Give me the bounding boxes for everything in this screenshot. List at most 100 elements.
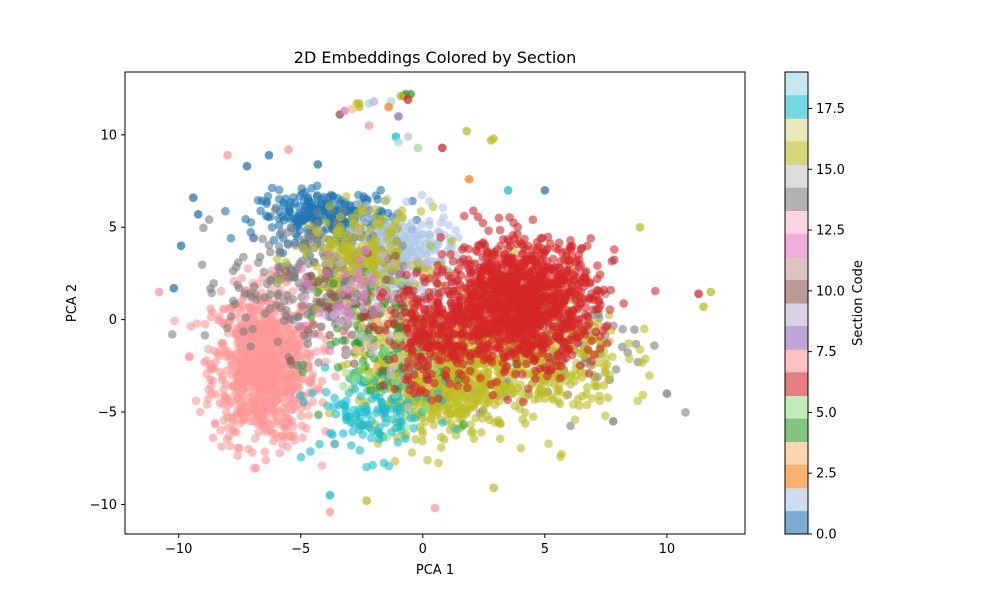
data-point <box>474 241 483 250</box>
data-point <box>294 278 304 288</box>
data-point <box>261 455 271 465</box>
data-point <box>281 257 291 267</box>
data-point <box>650 341 659 350</box>
data-point <box>254 345 264 355</box>
data-point <box>447 419 456 428</box>
data-point <box>466 428 476 437</box>
data-point <box>471 413 480 423</box>
data-point <box>358 322 367 331</box>
data-point <box>608 352 617 362</box>
data-point <box>459 243 469 252</box>
data-point <box>582 400 592 410</box>
data-point <box>222 435 232 444</box>
data-point <box>567 350 577 360</box>
data-point <box>446 250 455 259</box>
data-point <box>246 342 255 351</box>
data-point <box>324 302 334 312</box>
data-point <box>451 226 461 235</box>
data-point <box>347 373 357 382</box>
data-point <box>202 356 211 365</box>
data-point <box>325 330 335 340</box>
data-point <box>502 322 511 331</box>
data-point <box>403 402 413 412</box>
data-point <box>493 284 502 294</box>
data-point <box>390 377 400 386</box>
data-point <box>386 228 396 238</box>
data-point <box>508 334 517 343</box>
data-point <box>543 244 552 253</box>
data-point <box>575 292 584 301</box>
data-point <box>356 392 366 401</box>
data-point <box>561 251 571 260</box>
data-point <box>302 249 312 258</box>
data-point <box>583 345 593 355</box>
data-point <box>601 411 610 421</box>
data-point <box>480 304 490 314</box>
data-point <box>273 348 283 358</box>
data-point <box>283 291 292 300</box>
data-point <box>333 267 342 277</box>
data-point <box>579 325 588 335</box>
data-point <box>368 309 378 318</box>
data-point <box>276 303 285 312</box>
data-point <box>369 342 378 351</box>
data-point <box>518 397 528 407</box>
data-point <box>520 311 529 321</box>
data-point <box>223 323 232 333</box>
data-point <box>345 285 355 295</box>
data-point <box>313 208 322 217</box>
data-point <box>483 270 492 280</box>
data-point <box>391 251 400 261</box>
data-point <box>393 438 403 447</box>
data-point <box>464 304 473 313</box>
data-point <box>523 284 533 294</box>
data-point <box>300 206 309 216</box>
data-point <box>211 389 220 399</box>
data-point <box>386 366 396 375</box>
data-point <box>383 208 393 218</box>
data-point <box>324 250 333 259</box>
data-point <box>610 245 619 254</box>
data-point <box>344 311 354 321</box>
data-point <box>274 276 284 286</box>
data-point <box>199 223 208 233</box>
data-point <box>513 314 523 324</box>
data-point <box>277 227 286 237</box>
data-point <box>296 404 306 413</box>
data-point <box>300 274 310 284</box>
data-point <box>243 264 253 273</box>
data-point <box>233 406 242 416</box>
data-point <box>336 258 345 268</box>
data-point <box>287 432 297 442</box>
data-point <box>454 292 464 302</box>
data-point <box>249 233 259 243</box>
data-point <box>294 312 304 321</box>
data-point <box>202 400 212 409</box>
data-point <box>473 212 483 222</box>
data-point <box>435 402 445 412</box>
data-point <box>218 338 228 348</box>
data-point <box>565 320 575 330</box>
data-point <box>284 344 294 354</box>
data-point <box>601 354 610 363</box>
data-point <box>325 346 335 356</box>
data-point <box>306 447 315 456</box>
data-point <box>240 289 250 298</box>
data-point <box>320 243 329 253</box>
data-point <box>405 278 414 287</box>
data-point <box>228 418 238 427</box>
data-point <box>596 300 605 310</box>
data-point <box>373 405 383 414</box>
data-point <box>567 332 577 341</box>
data-point <box>503 395 512 405</box>
data-point <box>256 382 266 391</box>
data-point <box>517 370 527 379</box>
data-point <box>295 391 305 400</box>
data-point <box>383 264 393 273</box>
data-point <box>206 304 215 314</box>
data-point <box>417 220 426 229</box>
data-point <box>448 257 458 266</box>
data-point <box>514 292 523 302</box>
data-point <box>331 409 341 419</box>
